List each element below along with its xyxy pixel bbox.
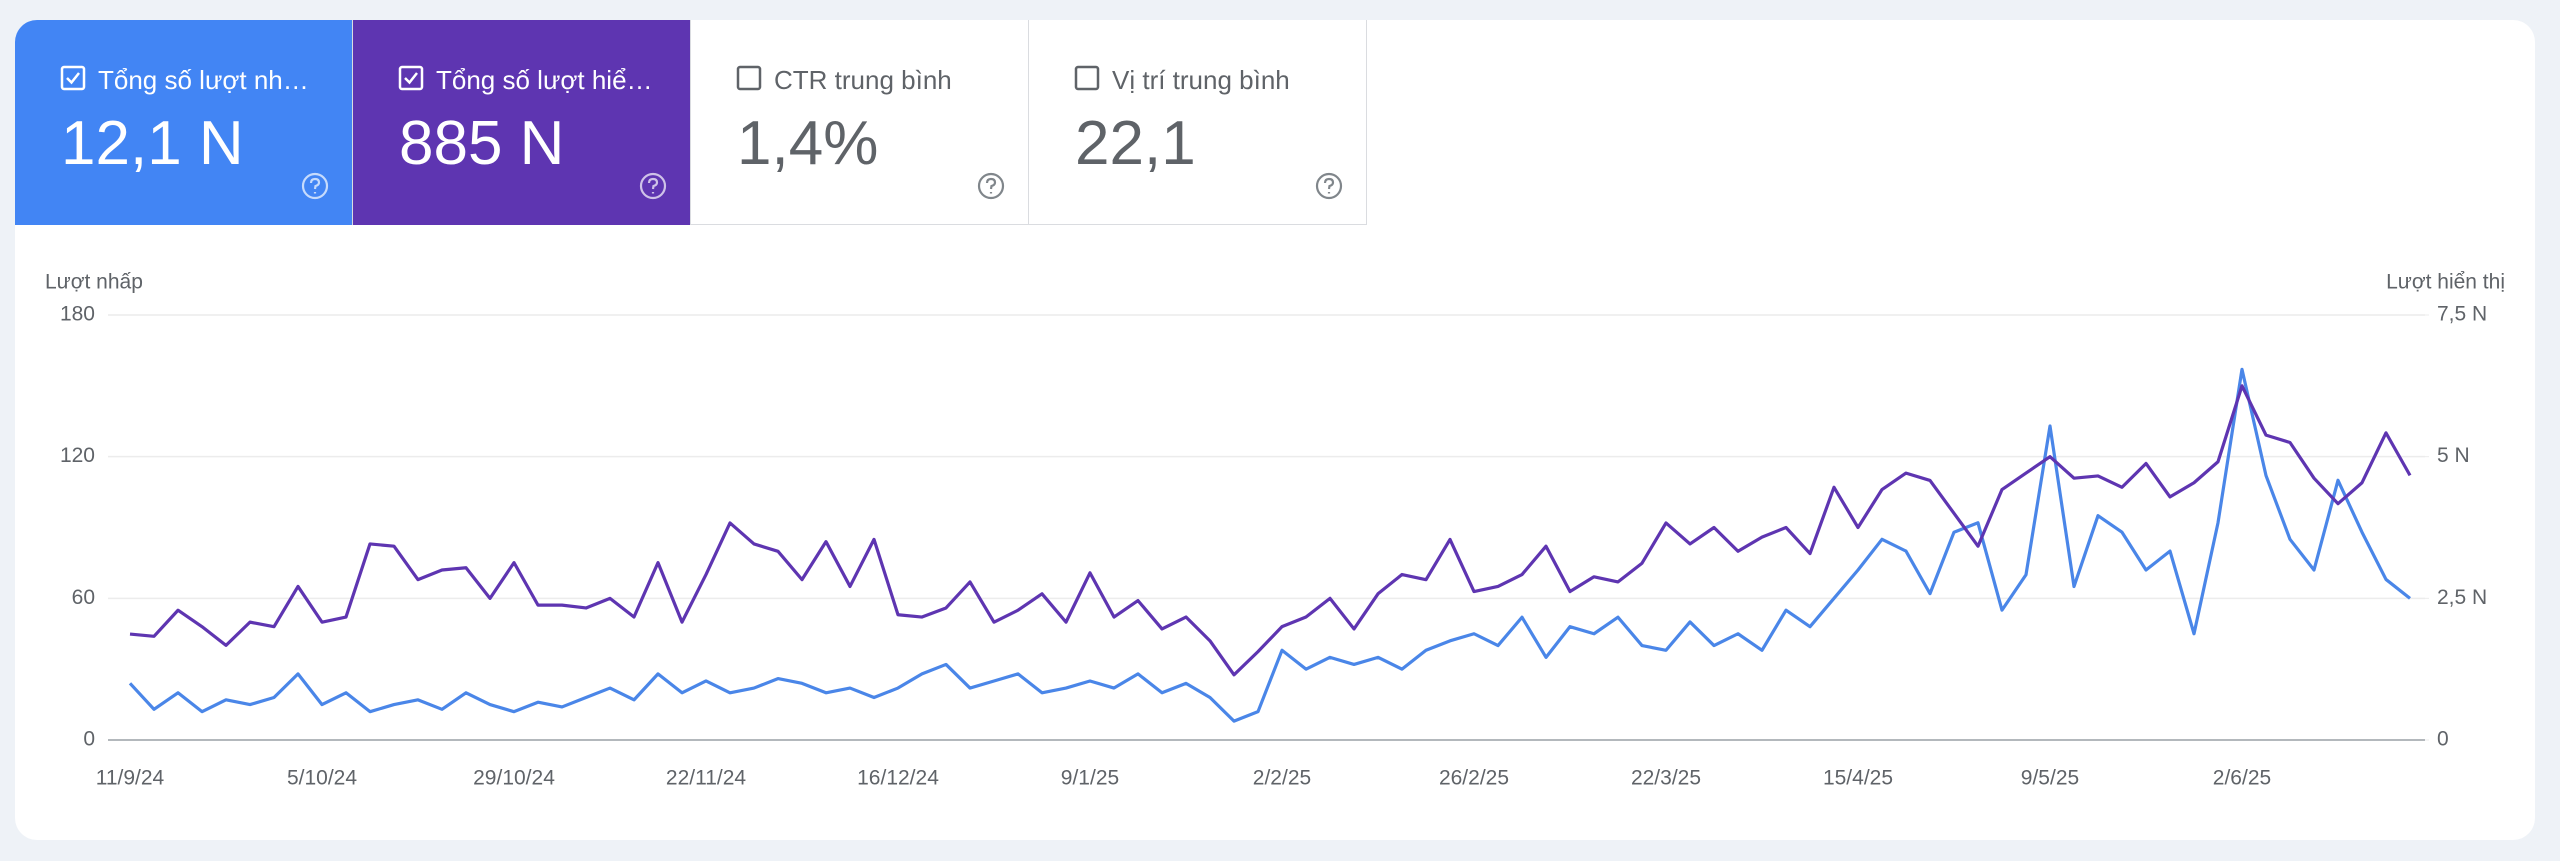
help-circle <box>977 172 1005 200</box>
checkmark <box>66 72 80 85</box>
help-icon[interactable] <box>299 170 331 202</box>
checkbox[interactable] <box>1073 64 1103 94</box>
checkmark <box>404 72 418 85</box>
x-tick-label: 29/10/24 <box>473 767 555 790</box>
x-tick-label: 11/9/24 <box>96 767 165 790</box>
help-circle <box>1315 172 1343 200</box>
y-axis-label: Lượt nhấp <box>45 271 143 294</box>
y2-tick-label: 5 N <box>2437 444 2470 467</box>
x-tick-label: 9/5/25 <box>2021 767 2079 790</box>
metric-label: Tổng số lượt nh… <box>98 65 309 95</box>
checkbox-box <box>1074 65 1100 91</box>
x-tick-label: 22/3/25 <box>1631 767 1701 790</box>
checkbox-box <box>736 65 762 91</box>
y-tick-label: 180 <box>60 303 95 326</box>
chart: Lượt nhấp Lượt hiển thị 0 60 120 180 0 2,5 N 5… <box>45 271 2505 790</box>
metric-label: Vị trí trung bình <box>1112 65 1290 95</box>
y2-tick-label: 2,5 N <box>2437 586 2487 609</box>
y-tick-label: 60 <box>72 586 95 609</box>
checkbox-box <box>398 65 424 91</box>
series-line <box>129 384 2412 677</box>
metric-value: 22,1 <box>1075 109 1196 178</box>
x-tick-label: 15/4/25 <box>1823 767 1893 790</box>
x-tick-label: 9/1/25 <box>1061 767 1119 790</box>
metric-tile[interactable]: Tổng số lượt hiể… 885 N <box>353 20 691 225</box>
series-line <box>128 367 2411 723</box>
metric-label: CTR trung bình <box>774 65 952 95</box>
x-tick-label: 5/10/24 <box>287 767 357 790</box>
y2-tick-label: 7,5 N <box>2437 303 2487 326</box>
help-circle <box>639 172 667 200</box>
help-mark <box>1323 177 1335 194</box>
metric-value: 885 N <box>399 109 565 178</box>
metric-tile[interactable]: CTR trung bình 1,4% <box>691 20 1029 225</box>
x-tick-label: 22/11/24 <box>666 767 747 790</box>
metric-value: 12,1 N <box>61 109 244 178</box>
x-tick-label: 2/6/25 <box>2213 767 2271 790</box>
metric-tile[interactable]: Vị trí trung bình 22,1 <box>1029 20 1367 225</box>
checkbox[interactable] <box>397 64 427 94</box>
y2-tick-label: 0 <box>2437 728 2449 751</box>
checkbox-box <box>60 65 86 91</box>
help-icon[interactable] <box>637 170 669 202</box>
metric-value: 1,4% <box>737 109 879 178</box>
checkbox[interactable] <box>735 64 765 94</box>
help-circle <box>301 172 329 200</box>
help-icon[interactable] <box>975 170 1007 202</box>
y2-axis-label: Lượt hiển thị <box>2386 271 2505 294</box>
help-icon[interactable] <box>1313 170 1345 202</box>
help-mark <box>647 177 659 194</box>
metric-tile[interactable]: Tổng số lượt nh… 12,1 N <box>15 20 353 225</box>
metric-label: Tổng số lượt hiể… <box>436 65 653 95</box>
x-tick-label: 16/12/24 <box>857 767 939 790</box>
y-tick-label: 0 <box>83 728 95 751</box>
checkbox[interactable] <box>59 64 89 94</box>
y-tick-label: 120 <box>60 444 95 467</box>
x-tick-label: 2/2/25 <box>1253 767 1311 790</box>
help-mark <box>985 177 997 194</box>
performance-card: Lượt nhấp Lượt hiển thị 0 60 120 180 0 2,5 N 5… <box>15 20 2535 840</box>
help-mark <box>309 177 321 194</box>
x-tick-label: 26/2/25 <box>1439 767 1509 790</box>
metric-tiles: Tổng số lượt nh… 12,1 N Tổng số lượt hiể… 8… <box>15 20 1367 225</box>
